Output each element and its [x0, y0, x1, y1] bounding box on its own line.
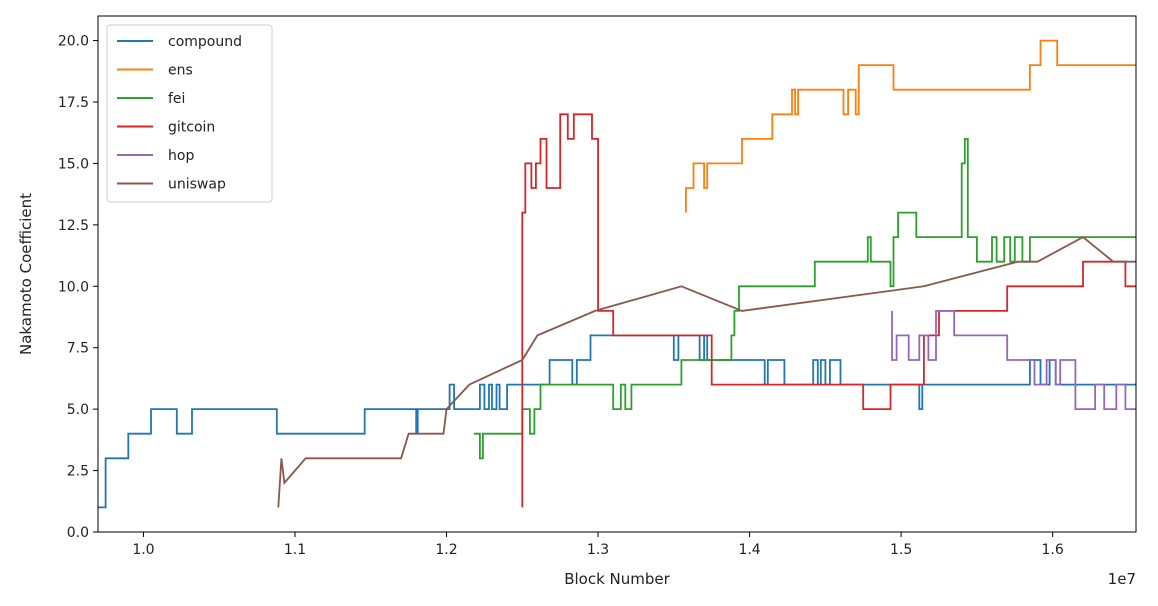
x-tick-label: 1.1 [284, 542, 306, 558]
x-tick-label: 1.2 [435, 542, 457, 558]
ticks-layer: 1.0 1.1 1.2 1.3 1.4 1.5 1.6 0.0 2.5 5.0 7.5 10.0 12.… [58, 34, 1064, 558]
legend-label-compound: compound [168, 34, 242, 50]
series-line-compound [98, 334, 1136, 509]
x-tick-label: 1.3 [587, 542, 609, 558]
legend-box [106, 24, 273, 203]
y-tick-label: 0.0 [67, 525, 89, 541]
y-tick-label: 7.5 [67, 341, 89, 357]
series-layer [98, 39, 1136, 509]
series-line-ens [685, 39, 1136, 213]
series-line-fei [473, 137, 1136, 460]
y-tick-label: 15.0 [58, 156, 89, 172]
y-tick-label: 12.5 [58, 218, 89, 234]
legend-label-hop: hop [168, 148, 194, 164]
legend-label-fei: fei [168, 91, 185, 107]
legend-label-ens: ens [168, 63, 193, 79]
legend: compound ens fei gitcoin hop uniswap [106, 24, 273, 203]
y-tick-label: 2.5 [67, 464, 89, 480]
y-tick-label: 17.5 [58, 95, 89, 111]
x-tick-label: 1.5 [890, 542, 912, 558]
x-axis-label: Block Number [564, 570, 670, 588]
series-line-uniswap [277, 236, 1136, 508]
y-tick-label: 5.0 [67, 402, 89, 418]
series-line-hop [891, 309, 1136, 411]
x-tick-label: 1.0 [132, 542, 154, 558]
x-tick-label: 1.6 [1042, 542, 1064, 558]
plot-frame [97, 15, 1137, 533]
series-line-gitcoin [521, 113, 1136, 508]
x-axis-offset-label: 1e7 [1108, 570, 1136, 588]
y-tick-label: 20.0 [58, 34, 89, 50]
y-tick-label: 10.0 [58, 279, 89, 295]
legend-label-uniswap: uniswap [168, 177, 226, 193]
y-axis-label: Nakamoto Coefficient [17, 193, 35, 355]
legend-label-gitcoin: gitcoin [168, 120, 215, 136]
x-tick-label: 1.4 [738, 542, 760, 558]
